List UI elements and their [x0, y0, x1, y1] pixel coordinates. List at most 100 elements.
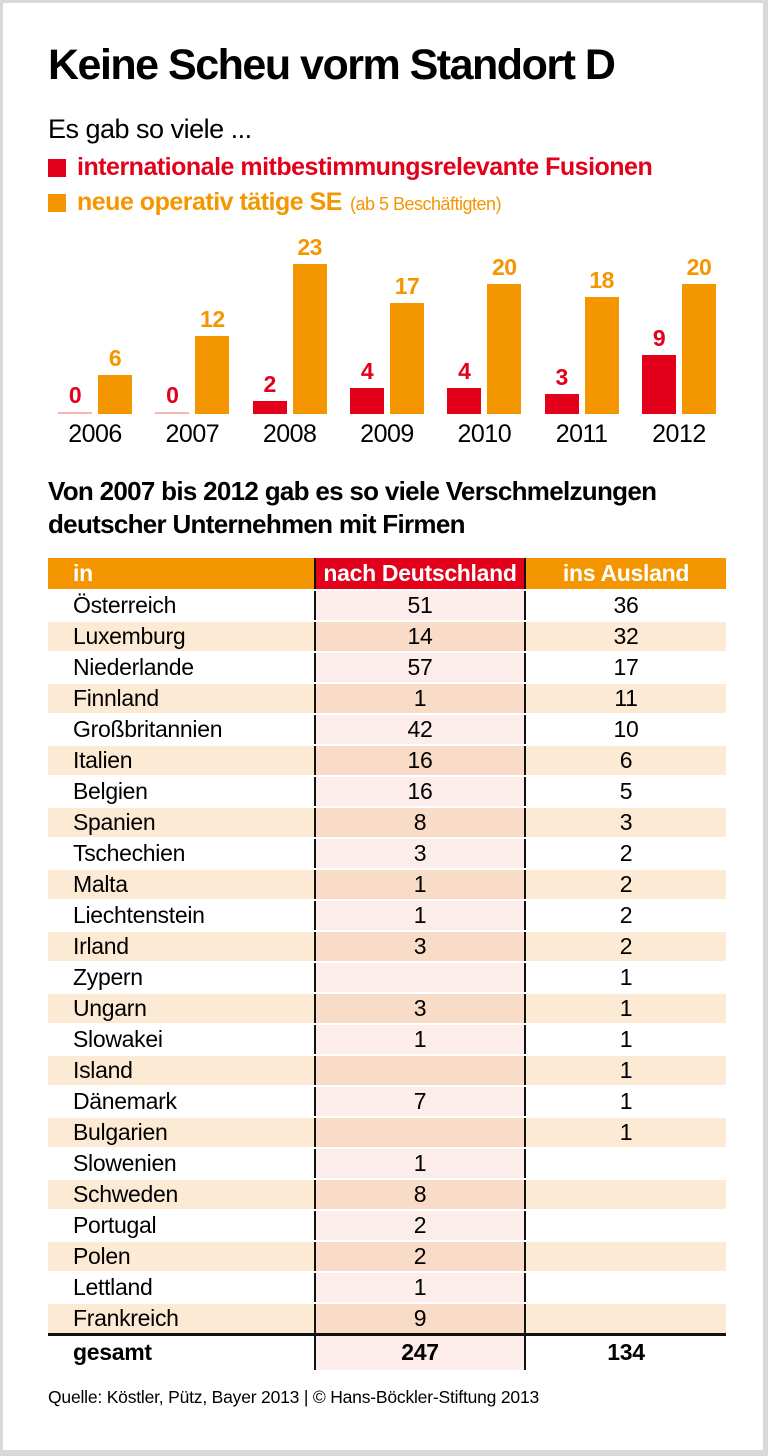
table-row-tschechien: Tschechien 3 2 [48, 838, 726, 870]
value-cell-ins-ausland: 2 [525, 931, 726, 963]
value-cell-ins-ausland: 1 [525, 1055, 726, 1087]
table-row-luxemburg: Luxemburg 14 32 [48, 621, 726, 653]
table-row-polen: Polen 2 [48, 1241, 726, 1273]
table-row-portugal: Portugal 2 [48, 1210, 726, 1242]
chart-group-2010: 4 20 2010 [447, 231, 522, 449]
page-title: Keine Scheu vorm Standort D [48, 41, 616, 89]
value-cell-ins-ausland [525, 1179, 726, 1211]
table-total-row: gesamt 247 134 [48, 1332, 726, 1370]
table-row-niederlande: Niederlande 57 17 [48, 652, 726, 684]
chart-group-2006: 0 6 2006 [58, 231, 132, 449]
country-cell: Italien [48, 745, 315, 777]
country-cell: Luxemburg [48, 621, 315, 653]
column-header-nach-deutschland: nach Deutschland [314, 558, 526, 591]
red-bar-column: 0 [155, 382, 190, 414]
table-row-ungarn: Ungarn 3 1 [48, 993, 726, 1025]
value-cell-nach-deutschland [314, 1055, 526, 1087]
value-cell-nach-deutschland: 2 [314, 1241, 526, 1273]
value-cell-nach-deutschland: 16 [314, 776, 526, 808]
table-row-liechtenstein: Liechtenstein 1 2 [48, 900, 726, 932]
x-axis-label-2008: 2008 [262, 420, 317, 448]
value-cell-nach-deutschland: 1 [314, 1024, 526, 1056]
value-cell-ins-ausland: 2 [525, 869, 726, 901]
value-cell-nach-deutschland: 1 [314, 900, 526, 932]
value-cell-nach-deutschland: 1 [314, 869, 526, 901]
value-cell-nach-deutschland: 9 [314, 1303, 526, 1335]
value-cell-ins-ausland: 1 [525, 1024, 726, 1056]
table-row-zypern: Zypern 1 [48, 962, 726, 994]
red-bar-2009 [349, 388, 384, 414]
country-cell: Malta [48, 869, 315, 901]
value-cell-ins-ausland: 10 [525, 714, 726, 746]
chart-legend: internationale mitbestimmungsrelevante F… [48, 153, 718, 217]
value-cell-ins-ausland [525, 1148, 726, 1180]
table-header-row: in nach Deutschland ins Ausland [48, 558, 726, 591]
table-row-belgien: Belgien 16 5 [48, 776, 726, 808]
orange-bar-column: 17 [389, 273, 424, 414]
column-header-in: in [48, 558, 315, 591]
red-bar-column: 9 [641, 325, 676, 414]
table-row-lettland: Lettland 1 [48, 1272, 726, 1304]
value-cell-nach-deutschland: 42 [314, 714, 526, 746]
grouped-bar-chart: 0 6 2006 0 12 2007 2 23 2008 4 17 2009 4 20 2010 3 18 201… [48, 231, 726, 449]
legend-note-se: (ab 5 Beschäftigten) [349, 194, 502, 214]
value-cell-nach-deutschland: 3 [314, 838, 526, 870]
orange-bar-column: 20 [681, 254, 716, 414]
country-cell: Bulgarien [48, 1117, 315, 1149]
orange-square-icon [48, 193, 66, 212]
orange-bar-2006 [98, 375, 132, 414]
value-cell-nach-deutschland: 14 [314, 621, 526, 653]
value-cell-ins-ausland [525, 1210, 726, 1242]
country-cell: Dänemark [48, 1086, 315, 1118]
value-cell-nach-deutschland: 2 [314, 1210, 526, 1242]
table-row-italien: Italien 16 6 [48, 745, 726, 777]
red-square-icon [48, 158, 66, 177]
value-cell-ins-ausland: 1 [525, 1117, 726, 1149]
table-row-spanien: Spanien 8 3 [48, 807, 726, 839]
table-row-island: Island 1 [48, 1055, 726, 1087]
country-cell: Portugal [48, 1210, 315, 1242]
country-cell: Belgien [48, 776, 315, 808]
red-bar-2011 [544, 394, 579, 414]
table-row-dänemark: Dänemark 7 1 [48, 1086, 726, 1118]
x-axis-label-2009: 2009 [360, 420, 414, 448]
table-row-slowakei: Slowakei 1 1 [48, 1024, 726, 1056]
country-cell: Irland [48, 931, 315, 963]
table-row-schweden: Schweden 8 [48, 1179, 726, 1211]
table-row-finnland: Finnland 1 11 [48, 683, 726, 715]
value-cell-ins-ausland: 17 [525, 652, 726, 684]
legend-item-fusionen: internationale mitbestimmungsrelevante F… [48, 153, 718, 182]
value-cell-ins-ausland: 5 [525, 776, 726, 808]
country-cell: Island [48, 1055, 315, 1087]
value-cell-ins-ausland: 2 [525, 900, 726, 932]
country-cell: Spanien [48, 807, 315, 839]
country-cell: Slowenien [48, 1148, 315, 1180]
legend-item-se: neue operativ tätige SE (ab 5 Beschäftig… [48, 188, 718, 217]
value-cell-ins-ausland: 11 [525, 683, 726, 715]
red-bar-2010 [447, 388, 482, 414]
red-bar-value-label: 4 [458, 358, 471, 384]
red-bar-2008 [252, 401, 287, 414]
value-cell-nach-deutschland: 16 [314, 745, 526, 777]
value-cell-ins-ausland: 36 [525, 590, 726, 622]
total-ins-ausland: 134 [525, 1332, 726, 1370]
value-cell-ins-ausland [525, 1303, 726, 1335]
value-cell-nach-deutschland: 1 [314, 1272, 526, 1304]
country-cell: Slowakei [48, 1024, 315, 1056]
red-bar-column: 3 [544, 364, 579, 414]
orange-bar-column: 20 [487, 254, 522, 414]
country-cell: Frankreich [48, 1303, 315, 1335]
orange-bar-column: 6 [98, 345, 132, 414]
orange-bar-2010 [487, 284, 522, 414]
x-axis-label-2012: 2012 [652, 420, 706, 448]
red-bar-value-label: 4 [360, 358, 374, 384]
value-cell-nach-deutschland [314, 1117, 526, 1149]
orange-bar-2011 [584, 297, 619, 414]
chart-group-2009: 4 17 2009 [349, 231, 424, 449]
red-bar-column: 2 [252, 371, 287, 414]
country-cell: Niederlande [48, 652, 315, 684]
red-bar-value-label: 2 [263, 371, 277, 397]
infographic: Keine Scheu vorm Standort D Es gab so vi… [3, 3, 763, 1408]
orange-bar-2008 [292, 264, 327, 414]
